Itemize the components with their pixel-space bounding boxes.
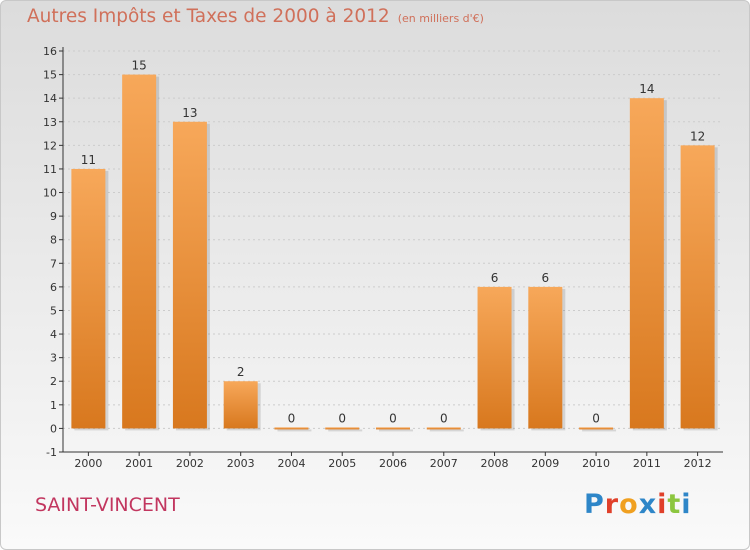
y-tick-label: 3 [50, 352, 57, 365]
bar [477, 286, 512, 429]
y-tick-label: 13 [43, 116, 57, 129]
bar [376, 427, 410, 430]
y-tick-label: 5 [50, 304, 57, 317]
data-label: 0 [288, 411, 296, 425]
data-label: 2 [237, 365, 245, 379]
x-tick-label: 2007 [430, 457, 458, 470]
y-tick-label: 8 [50, 234, 57, 247]
y-tick-label: 2 [50, 375, 57, 388]
logo-letter: t [667, 489, 682, 520]
x-tick-label: 2004 [277, 457, 305, 470]
bar-shadow [277, 429, 312, 432]
y-tick-label: 12 [43, 139, 57, 152]
x-tick-label: 2001 [125, 457, 153, 470]
data-label: 0 [389, 411, 397, 425]
y-tick-label: 10 [43, 187, 57, 200]
x-tick-label: 2012 [684, 457, 712, 470]
bar [325, 427, 360, 430]
bar [680, 145, 715, 429]
bar [223, 381, 258, 429]
x-tick-label: 2011 [633, 457, 661, 470]
y-tick-label: 1 [50, 399, 57, 412]
proxiti-logo: Proxiti [584, 489, 692, 520]
y-tick-label: 0 [50, 422, 57, 435]
y-tick-label: -1 [46, 446, 57, 459]
chart-title: Autres Impôts et Taxes de 2000 à 2012 [27, 6, 390, 27]
y-tick-label: 15 [43, 69, 57, 82]
x-tick-label: 2003 [227, 457, 255, 470]
data-label: 0 [592, 411, 600, 425]
y-tick-label: 14 [43, 92, 57, 105]
data-label: 15 [132, 59, 147, 73]
x-tick-label: 2005 [328, 457, 356, 470]
commune-name: SAINT-VINCENT [35, 494, 180, 516]
logo-letter: o [619, 489, 639, 520]
data-label: 6 [541, 271, 549, 285]
y-tick-label: 7 [50, 257, 57, 270]
bar-shadow [328, 429, 363, 432]
chart-title-block: Autres Impôts et Taxes de 2000 à 2012 (en… [27, 6, 484, 27]
data-label: 0 [440, 411, 448, 425]
y-tick-label: 11 [43, 163, 57, 176]
chart-subtitle: (en milliers d'€) [397, 12, 484, 25]
y-tick-label: 6 [50, 281, 57, 294]
bar [274, 427, 309, 430]
bar [629, 98, 664, 429]
x-tick-label: 2006 [379, 457, 407, 470]
y-tick-label: 4 [50, 328, 57, 341]
bar [528, 286, 563, 429]
data-label: 13 [182, 106, 197, 120]
bar-shadow [582, 429, 617, 432]
x-tick-label: 2010 [582, 457, 610, 470]
x-tick-label: 2002 [176, 457, 204, 470]
data-label: 11 [81, 153, 96, 167]
data-label: 12 [690, 129, 705, 143]
logo-letter: i [657, 489, 668, 520]
bar [426, 427, 461, 430]
data-label: 0 [338, 411, 346, 425]
logo-letter: P [584, 489, 605, 520]
x-tick-label: 2008 [481, 457, 509, 470]
x-tick-label: 2009 [531, 457, 559, 470]
logo-letter: x [638, 489, 658, 520]
logo-letter: r [604, 489, 620, 520]
y-tick-label: 9 [50, 210, 57, 223]
data-label: 14 [639, 82, 654, 96]
logo-letter: i [681, 489, 692, 520]
bar-shadow [429, 429, 464, 432]
bar-shadow [379, 429, 413, 432]
bar [579, 427, 614, 430]
x-tick-label: 2000 [74, 457, 102, 470]
y-tick-label: 16 [43, 45, 57, 58]
data-label: 6 [491, 271, 499, 285]
bar [122, 74, 157, 429]
bar [172, 121, 207, 429]
bar [71, 168, 106, 429]
